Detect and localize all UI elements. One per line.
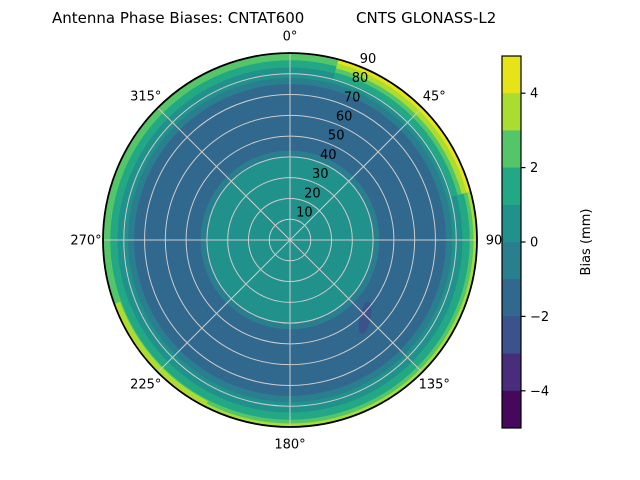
- colorbar-tick-label: 0: [530, 236, 538, 251]
- azimuth-tick-label: 270°: [70, 234, 101, 249]
- azimuth-tick-label: 225°: [130, 378, 161, 393]
- plot-title-right: CNTS GLONASS-L2: [356, 9, 497, 27]
- polar-grid-spoke: [157, 239, 291, 373]
- radial-tick-label: 60: [336, 110, 353, 125]
- colorbar-band: [502, 242, 521, 280]
- polar-grid-spoke: [157, 107, 291, 241]
- radial-tick-label: 30: [312, 167, 329, 182]
- azimuth-tick-label: 45°: [423, 89, 446, 104]
- colorbar-band: [502, 279, 521, 317]
- radial-tick-label: 90: [360, 52, 377, 67]
- polar-grid-spoke: [289, 107, 423, 241]
- azimuth-tick-label: 135°: [419, 378, 450, 393]
- anomaly-blob: [358, 301, 372, 334]
- radial-tick-label: 80: [352, 71, 369, 86]
- colorbar-band: [502, 204, 521, 243]
- azimuth-tick-label: 315°: [130, 89, 161, 104]
- colorbar-band: [502, 390, 521, 429]
- radial-tick-label: 70: [344, 90, 361, 105]
- colorbar-tick-label: −2: [530, 310, 549, 325]
- radial-tick-label: 20: [304, 186, 321, 201]
- colorbar-axis-label: Bias (mm): [579, 209, 594, 276]
- colorbar-band: [502, 56, 521, 94]
- azimuth-tick-label: 90: [486, 234, 503, 249]
- colorbar-tick-label: 2: [530, 161, 538, 176]
- colorbar-band: [502, 353, 521, 392]
- radial-tick-label: 50: [328, 129, 345, 144]
- radial-tick-label: 40: [320, 148, 337, 163]
- colorbar-band: [502, 93, 521, 131]
- colorbar-band: [502, 316, 521, 355]
- plot-title-left: Antenna Phase Biases: CNTAT600: [52, 9, 305, 27]
- colorbar-tick-label: 4: [530, 87, 538, 102]
- colorbar-tick-label: −4: [530, 384, 549, 399]
- polar-grid-spoke: [289, 239, 423, 373]
- azimuth-tick-label: 180°: [274, 438, 305, 453]
- colorbar-band: [502, 130, 521, 169]
- radial-tick-label: 10: [296, 205, 313, 220]
- polar-outline: [102, 52, 478, 428]
- colorbar-band: [502, 167, 521, 206]
- azimuth-tick-label: 0°: [283, 30, 298, 45]
